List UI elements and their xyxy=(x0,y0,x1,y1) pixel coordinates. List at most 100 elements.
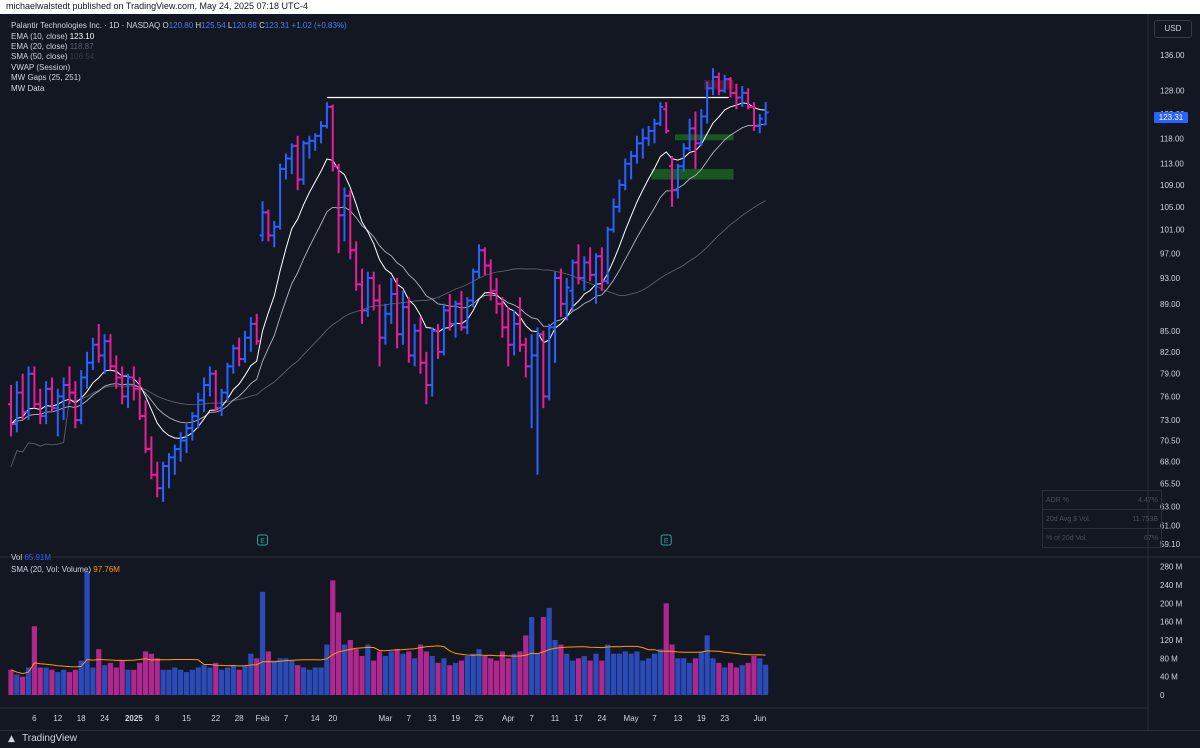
volume-bar xyxy=(90,667,96,695)
volume-bar xyxy=(341,644,348,695)
ohlc-bar xyxy=(569,259,576,311)
volume-bar xyxy=(300,667,307,695)
volume-bar xyxy=(230,665,236,695)
legend-mwdata[interactable]: MW Data xyxy=(11,84,44,93)
volume-bar xyxy=(447,665,453,695)
axes: 59.10 61.00 63.00 65.50 68.00 70.50 73.00 76.00… xyxy=(32,51,1185,723)
volume-bar xyxy=(172,667,178,695)
legend-vwap[interactable]: VWAP (Session) xyxy=(11,63,70,72)
ohlc-bar xyxy=(78,370,85,425)
legend-volsma[interactable]: SMA (20, Vol: Volume) 97.76M xyxy=(11,565,120,574)
volume-tick-label: 40 M xyxy=(1160,673,1178,682)
volume-bar xyxy=(722,667,728,695)
time-tick-label: 8 xyxy=(155,714,160,723)
legend-gaps[interactable]: MW Gaps (25, 251) xyxy=(11,73,81,82)
volume-bars xyxy=(8,571,769,695)
ohlc-bar xyxy=(8,384,14,437)
volume-bar xyxy=(178,669,184,695)
volume-bar xyxy=(745,662,751,695)
ohlc-bar xyxy=(212,370,219,413)
volume-bar xyxy=(213,662,219,695)
ema10-path xyxy=(10,102,766,439)
currency-button[interactable]: USD xyxy=(1154,20,1192,38)
volume-bar xyxy=(499,651,505,695)
ohlc-bar xyxy=(493,278,500,314)
ohlc-bar xyxy=(680,143,687,172)
ema20-value: 118.87 xyxy=(69,42,94,51)
ohlc-bar xyxy=(727,76,734,98)
ohlc-bar xyxy=(218,388,225,417)
volume-bar xyxy=(166,669,172,695)
ohlc-bar xyxy=(476,244,482,279)
publish-text: michaelwalstedt published on TradingView… xyxy=(6,1,309,11)
ohlc-bar xyxy=(247,317,254,352)
volume-bar xyxy=(517,651,523,695)
price-tick-label: 93.00 xyxy=(1160,274,1181,283)
ohlc-bar xyxy=(341,187,348,242)
ohlc-bar xyxy=(206,366,213,397)
time-tick-label: 17 xyxy=(574,714,583,723)
volume-bar xyxy=(412,658,418,695)
volume-bar xyxy=(289,660,295,695)
ohlc-bar xyxy=(72,381,79,429)
mwdata-name: MW Data xyxy=(11,84,45,93)
stats-key: 20d Avg $ Vol. xyxy=(1046,515,1091,523)
volume-bar xyxy=(183,672,190,695)
legend-ema20[interactable]: EMA (20, close) 118.87 xyxy=(11,42,94,51)
legend-sma50[interactable]: SMA (50, close) 106.54 xyxy=(11,52,94,61)
volume-bar xyxy=(546,607,552,695)
volume-sma-line xyxy=(10,645,766,675)
volume-bar xyxy=(25,667,32,695)
volume-bar xyxy=(429,656,435,695)
stats-table: ADR % 4.47% 20d Avg $ Vol. 11.753B % of 20… xyxy=(1042,490,1162,548)
ohlc-bar xyxy=(171,444,178,475)
legend-ema10[interactable]: EMA (10, close) 123.10 xyxy=(11,32,94,41)
time-tick-label: 15 xyxy=(182,714,191,723)
ohlc-bar xyxy=(160,461,167,502)
time-tick-label: 2025 xyxy=(125,714,143,723)
vol-name: Vol xyxy=(11,553,23,562)
gaps-name: MW Gaps (25, 251) xyxy=(11,73,81,82)
stats-key: ADR % xyxy=(1046,496,1069,504)
volsma-value: 97.76M xyxy=(93,565,120,574)
volume-bar xyxy=(84,571,90,695)
earnings-marker-label: E xyxy=(664,538,669,545)
ohlc-bar xyxy=(411,323,418,367)
ohlc-bar xyxy=(557,268,564,318)
volume-bar xyxy=(651,653,658,695)
price-chart[interactable]: 59.10 61.00 63.00 65.50 68.00 70.50 73.00 76.00… xyxy=(0,14,1200,730)
ohlc-bar xyxy=(142,400,149,454)
ohlc-bar xyxy=(323,102,330,129)
ohlc-bar xyxy=(657,102,664,127)
ohlc-bar xyxy=(686,118,693,151)
ohlc-bar xyxy=(598,247,605,291)
volume-bar xyxy=(570,660,576,695)
volume-bar xyxy=(66,672,73,695)
price-tick-label: 101.00 xyxy=(1160,226,1185,235)
ohlc-bar xyxy=(470,268,477,308)
volume-bar xyxy=(622,651,628,695)
price-tick-label: 113.00 xyxy=(1160,160,1184,169)
ohlc-bar xyxy=(148,436,155,480)
volume-bar xyxy=(31,626,37,695)
volume-bar xyxy=(587,660,593,695)
volume-bar xyxy=(353,649,359,695)
volume-bar xyxy=(453,662,459,695)
legend-volume[interactable]: Vol 65.91M xyxy=(11,553,51,562)
stats-value: 67% xyxy=(1143,534,1158,542)
volume-bar xyxy=(716,662,722,695)
ohlc-bar xyxy=(318,121,325,144)
legend-main[interactable]: Palantir Technologies Inc. · 1D · NASDAQ… xyxy=(11,21,347,30)
time-tick-label: 25 xyxy=(475,714,484,723)
time-tick-label: 24 xyxy=(100,714,109,723)
volume-bar xyxy=(283,658,289,695)
volume-bar xyxy=(470,653,476,695)
footer-bar: ▲ TradingView xyxy=(0,730,1200,748)
volume-bar xyxy=(640,660,646,695)
tradingview-logo-icon[interactable]: ▲ xyxy=(8,734,15,744)
ohlc-bar xyxy=(288,143,295,175)
ohlc-bar xyxy=(587,247,594,282)
gap-up-zone xyxy=(651,168,734,180)
ohlc-bar xyxy=(329,104,336,172)
